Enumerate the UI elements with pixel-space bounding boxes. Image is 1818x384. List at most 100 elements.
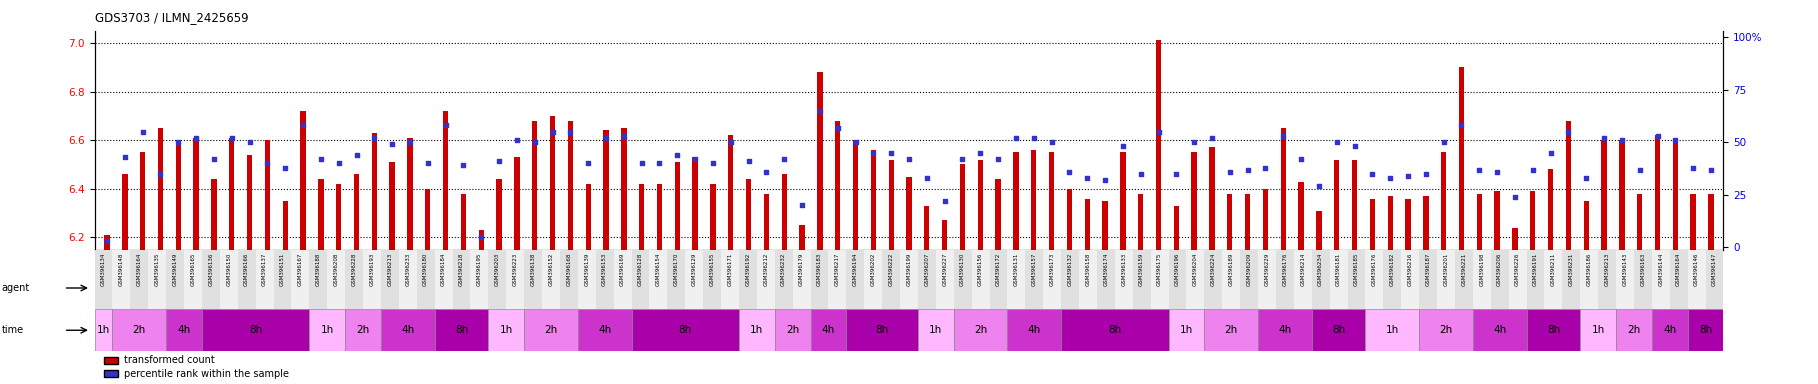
Text: 4h: 4h (402, 325, 415, 335)
Text: GSM396148: GSM396148 (118, 253, 124, 286)
Bar (1204, 309, 1258, 351)
Text: GSM396176: GSM396176 (1373, 253, 1376, 286)
Bar (1709, 194, 1714, 250)
Point (1180, 139, 1209, 145)
Bar (1547, 169, 1553, 250)
Point (1393, 173, 1422, 179)
Text: GSM396159: GSM396159 (1140, 253, 1144, 286)
Bar (355, 174, 360, 250)
Point (111, 154, 140, 160)
Bar (300, 111, 305, 250)
Bar (756, 250, 774, 309)
Bar (149, 250, 165, 309)
Text: GSM396209: GSM396209 (1247, 253, 1251, 286)
Bar (764, 194, 769, 250)
Bar (853, 140, 858, 250)
Text: GSM396139: GSM396139 (584, 253, 589, 286)
Bar (95, 250, 113, 309)
Text: 4h: 4h (1663, 325, 1676, 335)
Bar (416, 250, 435, 309)
Bar (165, 250, 184, 309)
Bar (229, 138, 235, 250)
Text: percentile rank within the sample: percentile rank within the sample (124, 369, 289, 379)
Point (1554, 129, 1583, 135)
Bar (1691, 194, 1696, 250)
Point (858, 150, 887, 156)
Bar (1369, 199, 1374, 250)
Bar (514, 157, 520, 250)
Point (1144, 129, 1173, 135)
Text: GSM396128: GSM396128 (638, 253, 644, 286)
Bar (489, 250, 505, 309)
Point (1643, 133, 1673, 139)
Text: GSM396199: GSM396199 (907, 253, 911, 286)
Text: 8h: 8h (876, 325, 889, 335)
Bar (1096, 250, 1114, 309)
Bar (435, 309, 489, 351)
Text: GSM396204: GSM396204 (1193, 253, 1198, 286)
Bar (829, 250, 847, 309)
Text: GSM396195: GSM396195 (476, 253, 482, 286)
Bar (954, 250, 971, 309)
Bar (567, 121, 573, 250)
Bar (685, 250, 704, 309)
Text: 1h: 1h (500, 325, 513, 335)
Text: GSM396208: GSM396208 (335, 253, 338, 286)
Point (200, 156, 229, 162)
Bar (989, 250, 1007, 309)
Bar (1227, 194, 1233, 250)
Bar (1044, 250, 1062, 309)
Bar (238, 250, 256, 309)
Point (1518, 167, 1547, 173)
Bar (578, 309, 631, 351)
Bar (704, 250, 722, 309)
Bar (1420, 250, 1436, 309)
Text: 4h: 4h (598, 325, 611, 335)
Bar (818, 72, 822, 250)
Point (556, 129, 585, 135)
Bar (745, 179, 751, 250)
Bar (738, 250, 756, 309)
Point (769, 156, 798, 162)
Bar (1494, 191, 1500, 250)
Bar (1598, 250, 1616, 309)
Bar (578, 250, 596, 309)
Bar (1473, 250, 1491, 309)
Bar (1405, 199, 1411, 250)
Bar (309, 309, 345, 351)
Text: 2h: 2h (133, 325, 145, 335)
Text: GSM396217: GSM396217 (834, 253, 840, 286)
Text: GSM396166: GSM396166 (244, 253, 249, 286)
Text: GSM396135: GSM396135 (155, 253, 160, 286)
Point (931, 198, 960, 204)
Point (1269, 133, 1298, 139)
Bar (542, 250, 560, 309)
Bar (1062, 309, 1169, 351)
Bar (1169, 267, 1365, 309)
Bar (176, 145, 182, 250)
Text: GSM396155: GSM396155 (709, 253, 714, 286)
Text: GSM396143: GSM396143 (1622, 253, 1627, 286)
Point (502, 137, 531, 143)
Bar (1387, 196, 1393, 250)
Bar (834, 121, 840, 250)
Text: 2h: 2h (1440, 325, 1453, 335)
Point (182, 135, 211, 141)
Bar (656, 184, 662, 250)
Bar (622, 128, 627, 250)
Bar (273, 250, 291, 309)
Bar (371, 133, 376, 250)
Bar (1316, 211, 1322, 250)
Point (984, 156, 1013, 162)
Bar (140, 152, 145, 250)
Text: GSM396188: GSM396188 (316, 253, 320, 286)
Bar (847, 309, 918, 351)
Text: 8h: 8h (454, 325, 467, 335)
Text: 8h: 8h (249, 325, 262, 335)
Bar (407, 138, 413, 250)
Bar (247, 155, 253, 250)
Text: 8h: 8h (678, 325, 693, 335)
Point (378, 141, 407, 147)
Bar (435, 250, 453, 309)
Bar (291, 250, 309, 309)
